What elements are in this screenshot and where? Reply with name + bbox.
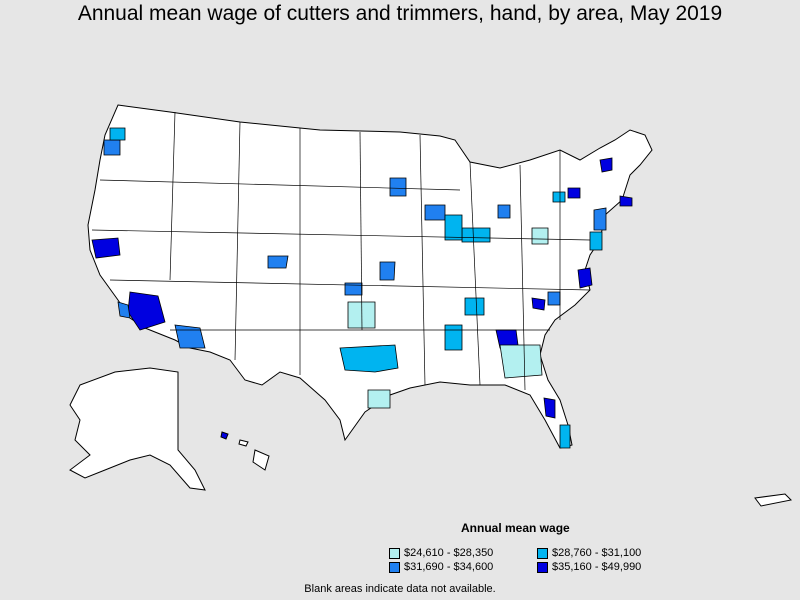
hawaii-island-3 (252, 449, 270, 471)
region-virginia (547, 291, 561, 306)
hawaii-island-2 (238, 439, 249, 447)
region-indianapolis (461, 227, 491, 243)
region-orlando (543, 397, 556, 419)
legend-label-3: $31,690 - $34,600 (404, 561, 494, 573)
region-miami (559, 424, 571, 449)
legend-swatch-3 (389, 561, 400, 573)
region-ohio (531, 227, 549, 245)
region-dc (577, 267, 593, 289)
region-wichita (344, 282, 363, 296)
legend-swatch-2 (537, 547, 548, 559)
legend-label-4: $35,160 - $49,990 (552, 561, 642, 573)
region-new-york (593, 207, 607, 231)
legend-swatch-1 (389, 547, 400, 559)
region-vermont (599, 157, 613, 173)
region-pennsylvania (552, 191, 566, 203)
region-san-francisco (91, 237, 121, 259)
region-chicago (444, 214, 463, 241)
region-georgia-south (499, 344, 543, 379)
region-kansas-city (379, 261, 396, 281)
region-raleigh (531, 297, 546, 311)
alaska-land (69, 367, 206, 491)
legend-item-2: $28,760 - $31,100 (537, 547, 641, 559)
region-portland (103, 139, 121, 156)
legend-item-1: $24,610 - $28,350 (389, 547, 493, 559)
region-michigan (497, 204, 511, 219)
legend-label-2: $28,760 - $31,100 (552, 547, 642, 559)
region-milwaukee (424, 204, 446, 221)
puerto-rico-land (754, 493, 793, 507)
map-regions (91, 127, 633, 449)
region-albany (567, 187, 581, 199)
region-boston (619, 195, 633, 207)
legend-title: Annual mean wage (461, 521, 570, 535)
hawaii-island-1 (220, 431, 229, 440)
region-denver (267, 255, 289, 269)
state-boundaries (91, 111, 591, 391)
region-dallas (339, 344, 399, 373)
footnote: Blank areas indicate data not available. (304, 583, 496, 595)
region-minneapolis (389, 177, 407, 197)
map-title: Annual mean wage of cutters and trimmers… (77, 2, 723, 25)
region-houston (367, 389, 391, 409)
legend-item-3: $31,690 - $34,600 (389, 561, 493, 573)
legend-swatch-4 (537, 561, 548, 573)
region-memphis (444, 324, 463, 351)
region-new-jersey (589, 231, 603, 251)
region-nashville (464, 297, 485, 316)
region-seattle (109, 127, 126, 141)
legend-label-1: $24,610 - $28,350 (404, 547, 494, 559)
region-san-diego (117, 301, 131, 319)
legend-item-4: $35,160 - $49,990 (537, 561, 641, 573)
region-phoenix (174, 324, 206, 349)
